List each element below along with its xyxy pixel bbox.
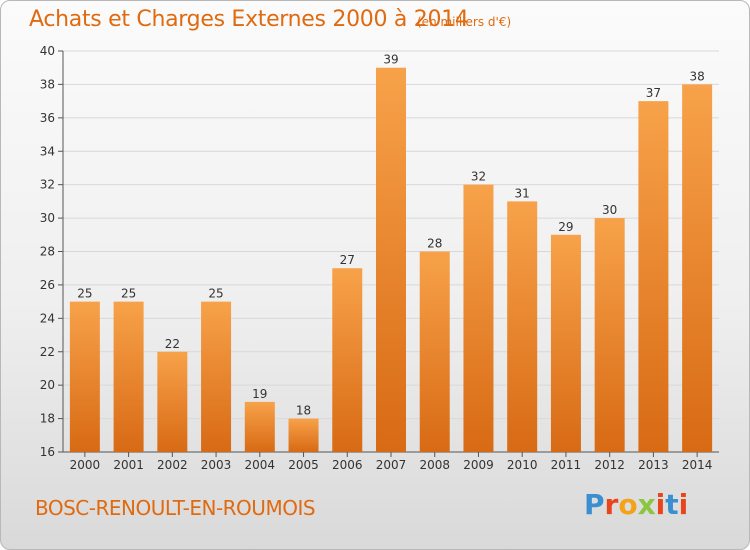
- bar-2011[interactable]: [550, 234, 581, 452]
- y-tick-label: 32: [40, 178, 55, 192]
- data-label: 29: [558, 220, 573, 234]
- x-tick-label: 2009: [463, 458, 494, 472]
- y-tick-label: 40: [40, 44, 55, 58]
- data-label: 28: [427, 237, 442, 251]
- bar-2003[interactable]: [201, 301, 232, 452]
- bar-2010[interactable]: [507, 201, 538, 452]
- data-label: 25: [121, 287, 136, 301]
- chart-title: Achats et Charges Externes 2000 à 2014: [29, 7, 469, 32]
- x-tick-label: 2005: [288, 458, 319, 472]
- data-label: 25: [77, 287, 92, 301]
- y-tick-label: 24: [40, 311, 55, 325]
- data-label: 39: [383, 53, 398, 67]
- data-label: 31: [515, 186, 530, 200]
- data-label: 18: [296, 404, 311, 418]
- bar-2002[interactable]: [157, 351, 188, 452]
- bar-2013[interactable]: [638, 101, 669, 452]
- x-tick-label: 2013: [638, 458, 669, 472]
- logo-letter: x: [637, 488, 656, 521]
- bar-2001[interactable]: [113, 301, 144, 452]
- x-tick-label: 2001: [113, 458, 144, 472]
- y-tick-label: 22: [40, 345, 55, 359]
- bar-2004[interactable]: [244, 401, 275, 452]
- x-tick-label: 2002: [157, 458, 188, 472]
- logo-letter: o: [618, 488, 638, 521]
- x-tick-label: 2014: [682, 458, 713, 472]
- y-tick-label: 36: [40, 111, 55, 125]
- data-label: 27: [340, 253, 355, 267]
- y-tick-label: 38: [40, 77, 55, 91]
- x-tick-label: 2003: [201, 458, 232, 472]
- logo-letter: P: [584, 488, 605, 521]
- x-tick-label: 2010: [507, 458, 538, 472]
- y-tick-label: 26: [40, 278, 55, 292]
- bar-2008[interactable]: [419, 251, 450, 453]
- logo-letter: r: [604, 488, 619, 521]
- y-tick-label: 20: [40, 378, 55, 392]
- bar-2000[interactable]: [69, 301, 100, 452]
- data-label: 30: [602, 203, 617, 217]
- x-tick-label: 2012: [594, 458, 625, 472]
- bar-2007[interactable]: [376, 67, 406, 452]
- bar-2012[interactable]: [594, 218, 625, 452]
- proxiti-logo[interactable]: Proxiti: [584, 488, 688, 521]
- y-tick-label: 18: [40, 412, 55, 426]
- bar-2014[interactable]: [682, 84, 713, 453]
- x-tick-label: 2006: [332, 458, 363, 472]
- data-label: 32: [471, 170, 486, 184]
- chart-subtitle: (en milliers d'€): [417, 15, 512, 29]
- logo-letter: i: [678, 488, 689, 521]
- data-label: 19: [252, 387, 267, 401]
- logo-letter: t: [665, 488, 679, 521]
- town-name: BOSC-RENOULT-EN-ROUMOIS: [35, 496, 316, 520]
- x-tick-label: 2008: [419, 458, 450, 472]
- x-tick-label: 2007: [376, 458, 407, 472]
- y-tick-label: 30: [40, 211, 55, 225]
- logo-letter: i: [655, 488, 666, 521]
- data-label: 25: [208, 287, 223, 301]
- y-tick-label: 34: [40, 144, 55, 158]
- data-label: 22: [165, 337, 180, 351]
- bar-2005[interactable]: [288, 418, 319, 452]
- bars: [69, 67, 713, 453]
- labels: 16 18 20 22 24 26 28 30 32 34 36 38 40 25 2000 25 2001 22…: [40, 44, 713, 472]
- bar-2006[interactable]: [332, 268, 363, 452]
- y-tick-label: 28: [40, 245, 55, 259]
- x-tick-label: 2004: [245, 458, 276, 472]
- data-label: 37: [646, 86, 661, 100]
- data-label: 38: [689, 69, 704, 83]
- x-tick-label: 2011: [551, 458, 582, 472]
- x-tick-label: 2000: [70, 458, 101, 472]
- bar-2009[interactable]: [463, 184, 494, 452]
- y-tick-label: 16: [40, 445, 55, 459]
